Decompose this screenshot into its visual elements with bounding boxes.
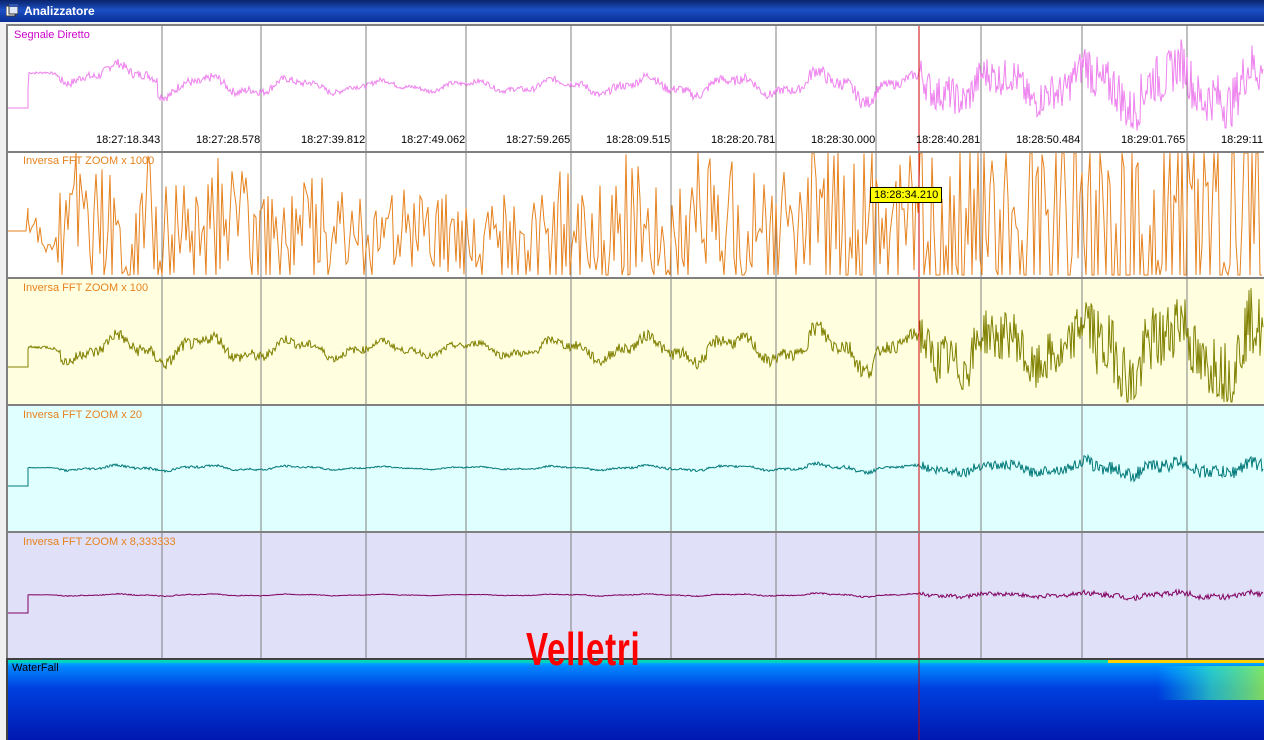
time-tick-label: 18:27:28.578	[196, 134, 261, 146]
location-overlay-text: Velletri	[526, 623, 641, 675]
signal-trace	[8, 153, 1262, 277]
signal-trace	[8, 588, 1264, 614]
time-tick-label: 18:29:01.765	[1121, 134, 1186, 146]
trace-zoom-1000	[8, 153, 1262, 278]
panel-waterfall: WaterFall	[6, 658, 1264, 740]
panel-label-waterfall: WaterFall	[12, 662, 59, 674]
trace-zoom-8	[8, 533, 1264, 658]
panel-label-segnale-diretto: Segnale Diretto	[14, 29, 90, 41]
panel-segnale-diretto: Segnale Diretto 18:27:18.343 18:27:28.578…	[6, 24, 1264, 151]
panel-label-zoom-100: Inversa FFT ZOOM x 100	[23, 282, 149, 294]
trace-zoom-20	[8, 406, 1264, 531]
analyzer-client-area: Segnale Diretto 18:27:18.343 18:27:28.578…	[0, 22, 1264, 740]
time-tick-label: 18:27:49.062	[401, 134, 466, 146]
signal-trace	[8, 39, 1264, 131]
trace-zoom-100	[8, 279, 1264, 404]
window-title: Analizzatore	[24, 4, 95, 18]
panel-label-zoom-8: Inversa FFT ZOOM x 8,333333	[23, 536, 176, 548]
waterfall-spectrogram	[8, 660, 1264, 740]
app-window-icon	[6, 4, 18, 17]
time-tick-label: 18:28:50.484	[1016, 134, 1081, 146]
trace-segnale-diretto	[8, 26, 1264, 151]
panel-zoom-100: Inversa FFT ZOOM x 100	[6, 277, 1264, 404]
title-bar[interactable]: Analizzatore	[0, 0, 1264, 22]
panel-label-zoom-20: Inversa FFT ZOOM x 20	[23, 409, 142, 421]
panel-zoom-20: Inversa FFT ZOOM x 20	[6, 404, 1264, 531]
signal-trace	[8, 453, 1264, 487]
time-tick-label: 18:28:40.281	[916, 134, 981, 146]
time-tick-label: 18:27:39.812	[301, 134, 366, 146]
time-tick-label: 18:28:30.000	[811, 134, 876, 146]
panel-zoom-1000: Inversa FFT ZOOM x 1000 18:28:34.210	[6, 151, 1264, 278]
time-tick-label: 18:27:59.265	[506, 134, 571, 146]
time-tick-label: 18:28:20.781	[711, 134, 776, 146]
time-tick-label: 18:27:18.343	[96, 134, 161, 146]
time-tick-label: 18:29:11	[1221, 134, 1264, 146]
cursor-time-tooltip: 18:28:34.210	[870, 187, 943, 203]
panel-label-zoom-1000: Inversa FFT ZOOM x 1000	[23, 155, 155, 167]
time-tick-label: 18:28:09.515	[606, 134, 671, 146]
panel-zoom-8: Inversa FFT ZOOM x 8,333333	[6, 531, 1264, 658]
signal-trace	[8, 288, 1264, 403]
